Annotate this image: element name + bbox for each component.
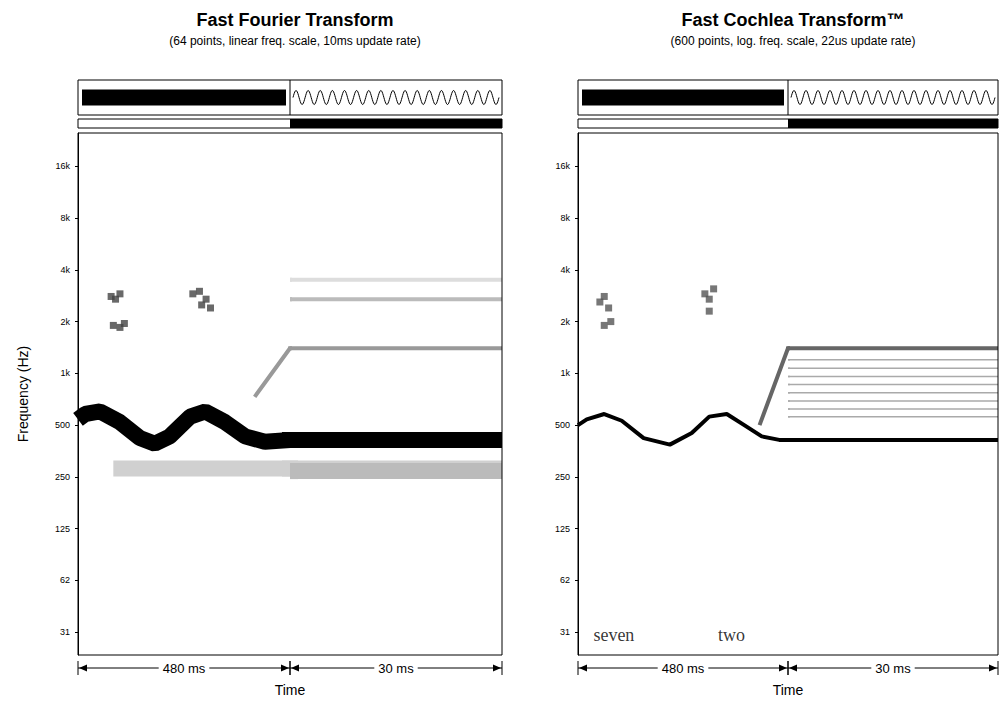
svg-text:1k: 1k bbox=[560, 368, 570, 378]
svg-text:250: 250 bbox=[55, 472, 70, 482]
svg-text:500: 500 bbox=[55, 420, 70, 430]
svg-text:2k: 2k bbox=[60, 317, 70, 327]
svg-text:4k: 4k bbox=[60, 265, 70, 275]
svg-text:(64 points, linear freq. scale: (64 points, linear freq. scale, 10ms upd… bbox=[169, 34, 420, 48]
svg-text:31: 31 bbox=[560, 627, 570, 637]
svg-text:Time: Time bbox=[275, 682, 306, 698]
svg-text:16k: 16k bbox=[55, 161, 70, 171]
svg-text:500: 500 bbox=[555, 420, 570, 430]
svg-text:2k: 2k bbox=[560, 317, 570, 327]
svg-text:Fast Fourier Transform: Fast Fourier Transform bbox=[196, 10, 393, 30]
svg-text:125: 125 bbox=[55, 524, 70, 534]
svg-text:Frequency (Hz): Frequency (Hz) bbox=[15, 346, 31, 442]
svg-text:250: 250 bbox=[555, 472, 570, 482]
svg-text:480 ms: 480 ms bbox=[662, 661, 705, 676]
svg-text:Fast Cochlea Transform™: Fast Cochlea Transform™ bbox=[681, 10, 904, 30]
svg-text:16k: 16k bbox=[555, 161, 570, 171]
svg-text:(600 points, log. freq. scale,: (600 points, log. freq. scale, 22us upda… bbox=[671, 34, 916, 48]
svg-text:4k: 4k bbox=[560, 265, 570, 275]
svg-text:31: 31 bbox=[60, 627, 70, 637]
svg-text:8k: 8k bbox=[560, 213, 570, 223]
svg-text:30 ms: 30 ms bbox=[378, 661, 414, 676]
svg-text:two: two bbox=[718, 625, 745, 645]
svg-text:62: 62 bbox=[60, 575, 70, 585]
svg-text:8k: 8k bbox=[60, 213, 70, 223]
svg-text:1k: 1k bbox=[60, 368, 70, 378]
svg-text:480 ms: 480 ms bbox=[163, 661, 206, 676]
svg-text:Time: Time bbox=[773, 682, 804, 698]
svg-text:62: 62 bbox=[560, 575, 570, 585]
svg-text:125: 125 bbox=[555, 524, 570, 534]
svg-text:30 ms: 30 ms bbox=[875, 661, 911, 676]
svg-text:seven: seven bbox=[593, 625, 634, 645]
